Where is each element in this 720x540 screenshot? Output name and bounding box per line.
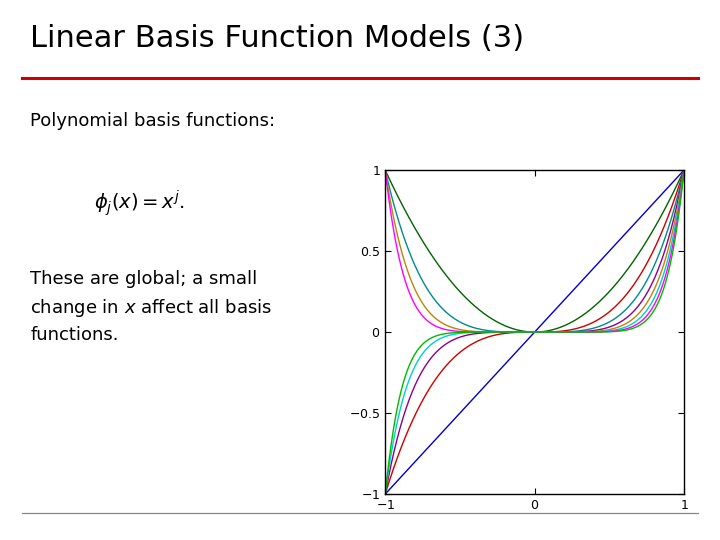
Text: $\phi_j(x) = x^j.$: $\phi_j(x) = x^j.$ <box>94 189 184 219</box>
Text: Polynomial basis functions:: Polynomial basis functions: <box>30 112 275 130</box>
Text: Linear Basis Function Models (3): Linear Basis Function Models (3) <box>30 24 524 53</box>
Text: These are global; a small
change in $x$ affect all basis
functions.: These are global; a small change in $x$ … <box>30 270 272 345</box>
